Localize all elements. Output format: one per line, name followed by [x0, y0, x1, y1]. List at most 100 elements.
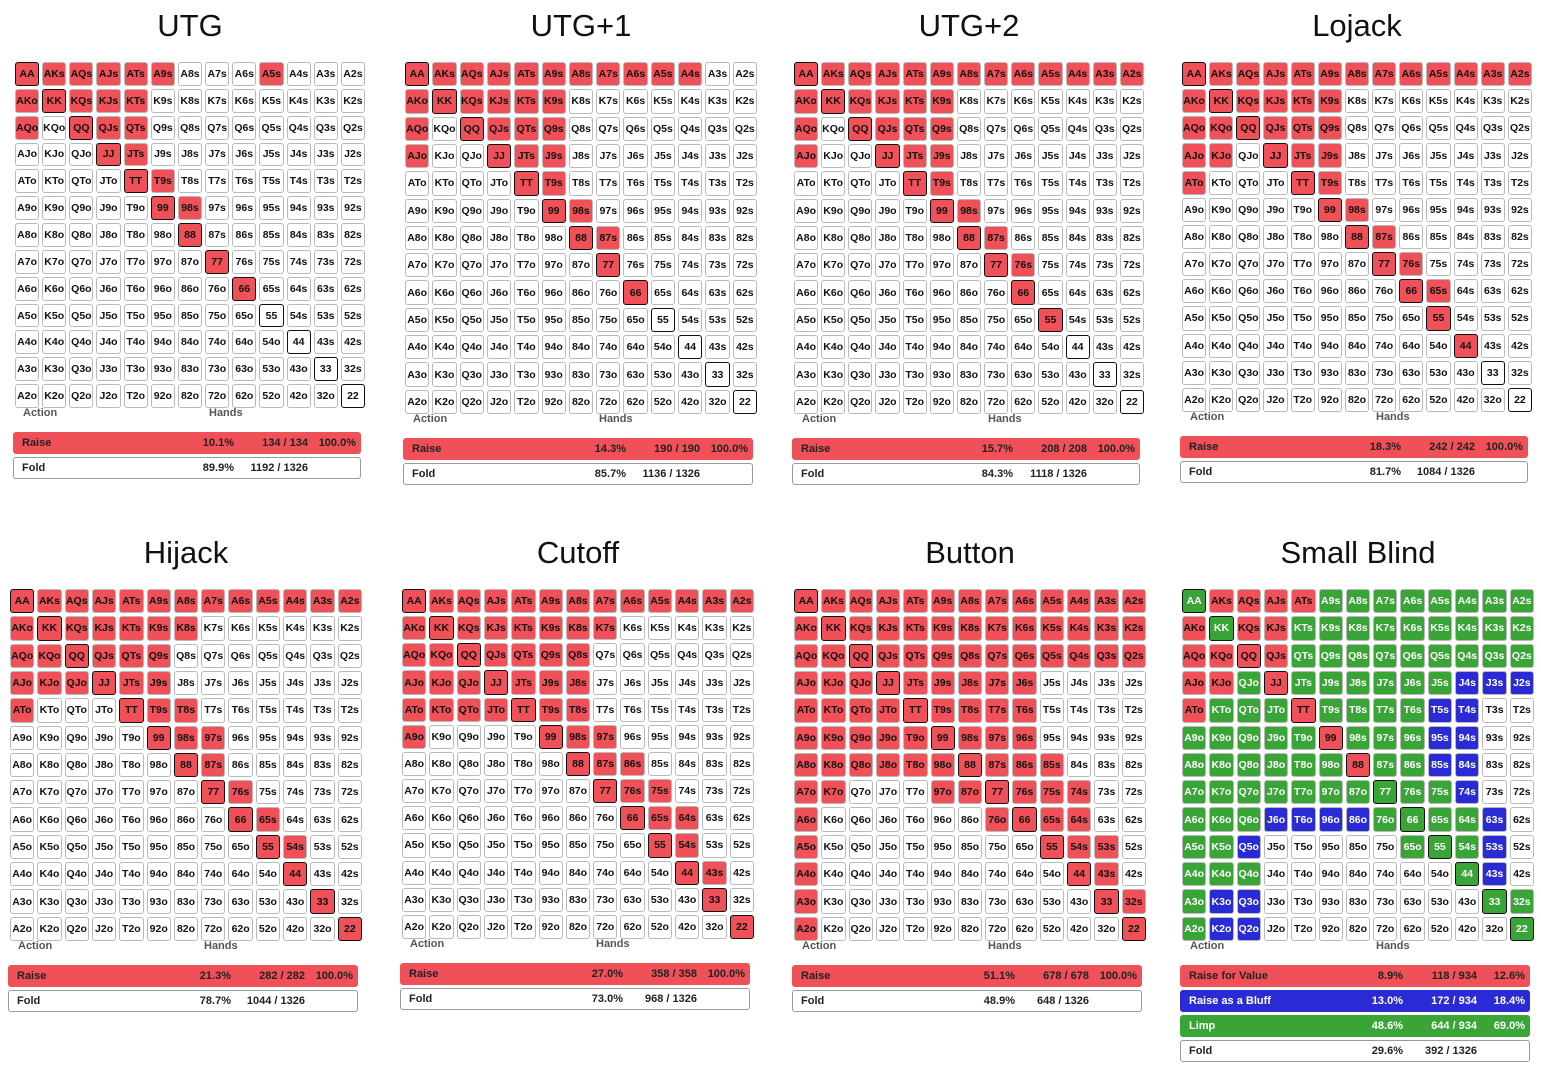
hand-cell[interactable]: 54s — [286, 303, 311, 328]
hand-cell[interactable]: Q2o — [1236, 387, 1261, 412]
hand-cell[interactable]: Q8o — [1236, 224, 1261, 250]
hand-cell[interactable]: 97s — [985, 725, 1010, 750]
hand-cell[interactable]: A6o — [15, 276, 40, 301]
hand-cell[interactable]: 77 — [985, 780, 1010, 805]
hand-cell[interactable]: 62s — [732, 280, 757, 305]
hand-cell[interactable]: T7s — [596, 171, 621, 196]
hand-cell[interactable]: 84o — [956, 335, 982, 360]
hand-cell[interactable]: 88 — [565, 751, 591, 777]
hand-cell[interactable]: 43o — [1067, 889, 1092, 914]
hand-cell[interactable]: 87o — [956, 253, 982, 278]
hand-cell[interactable]: T3s — [1094, 698, 1119, 723]
hand-cell[interactable]: 92s — [732, 198, 757, 223]
hand-cell[interactable]: K8o — [1209, 224, 1234, 250]
hand-cell[interactable]: 86s — [623, 225, 648, 251]
hand-cell[interactable]: QJs — [91, 643, 117, 668]
hand-cell[interactable]: 87s — [201, 752, 226, 778]
hand-cell[interactable]: A6s — [620, 589, 645, 614]
hand-cell[interactable]: 53o — [650, 362, 676, 387]
hand-cell[interactable]: Q8o — [1236, 752, 1261, 778]
hand-cell[interactable]: 87o — [565, 779, 591, 804]
hand-cell[interactable]: 64s — [1065, 280, 1090, 305]
hand-cell[interactable]: K3o — [1209, 360, 1234, 385]
hand-cell[interactable]: J8s — [173, 670, 199, 696]
hand-cell[interactable]: 64s — [283, 807, 308, 832]
hand-cell[interactable]: 75s — [259, 249, 284, 274]
hand-cell[interactable]: 75s — [647, 779, 673, 804]
hand-cell[interactable]: T3o — [123, 357, 148, 382]
hand-cell[interactable]: 92s — [1119, 198, 1144, 223]
hand-cell[interactable]: K2s — [1119, 89, 1144, 114]
hand-cell[interactable]: 32o — [705, 389, 730, 414]
hand-cell[interactable]: JTs — [902, 143, 927, 169]
hand-cell[interactable]: KJs — [875, 89, 900, 114]
hand-cell[interactable]: Q4o — [848, 862, 873, 887]
hand-cell[interactable]: A5s — [650, 62, 676, 87]
hand-cell[interactable]: A5s — [1427, 589, 1453, 614]
hand-cell[interactable]: T7o — [514, 253, 539, 278]
hand-cell[interactable]: 94s — [675, 724, 700, 749]
hand-cell[interactable]: 63o — [623, 362, 648, 387]
hand-cell[interactable]: J4s — [286, 142, 311, 167]
hand-cell[interactable]: 82s — [732, 225, 757, 251]
hand-cell[interactable]: TT — [119, 698, 144, 723]
hand-cell[interactable]: T8s — [956, 171, 982, 196]
hand-cell[interactable]: A7o — [794, 253, 819, 278]
hand-cell[interactable]: K9o — [432, 198, 457, 223]
hand-cell[interactable]: K5o — [1209, 306, 1234, 331]
hand-cell[interactable]: 85s — [1039, 752, 1065, 778]
hand-cell[interactable]: 54s — [1453, 306, 1478, 331]
hand-cell[interactable]: T7s — [593, 697, 618, 722]
hand-cell[interactable]: Q4o — [848, 335, 873, 360]
hand-cell[interactable]: T9s — [930, 698, 955, 723]
hand-cell[interactable]: QJs — [1263, 643, 1289, 668]
hand-cell[interactable]: QJo — [1236, 670, 1261, 696]
hand-cell[interactable]: 76s — [228, 780, 253, 805]
hand-cell[interactable]: QJo — [64, 670, 89, 696]
hand-cell[interactable]: A2o — [794, 389, 819, 414]
hand-cell[interactable]: QJo — [848, 143, 873, 169]
hand-cell[interactable]: 64s — [1453, 279, 1478, 304]
hand-cell[interactable]: Q8s — [177, 115, 203, 140]
hand-cell[interactable]: 42s — [1121, 862, 1146, 887]
hand-cell[interactable]: 75o — [201, 834, 226, 860]
hand-cell[interactable]: 63o — [232, 357, 257, 382]
hand-cell[interactable]: Q9s — [150, 115, 175, 140]
hand-cell[interactable]: 64o — [1399, 333, 1424, 358]
hand-cell[interactable]: 42s — [340, 330, 365, 355]
hand-cell[interactable]: 94o — [929, 335, 954, 360]
hand-cell[interactable]: KTo — [1209, 170, 1234, 195]
hand-cell[interactable]: 83s — [310, 752, 335, 778]
hand-cell[interactable]: QJo — [1236, 143, 1261, 168]
hand-cell[interactable]: Q9s — [146, 643, 171, 668]
hand-cell[interactable]: KQo — [1209, 116, 1234, 141]
hand-cell[interactable]: 75s — [1038, 253, 1063, 278]
hand-cell[interactable]: A8s — [1345, 589, 1371, 614]
hand-cell[interactable]: 94o — [146, 862, 171, 887]
hand-cell[interactable]: Q3o — [848, 362, 873, 387]
hand-cell[interactable]: A3o — [15, 357, 40, 382]
hand-cell[interactable]: 97s — [1373, 725, 1398, 750]
hand-cell[interactable]: K2s — [337, 616, 362, 641]
hand-cell[interactable]: 86o — [1344, 279, 1370, 304]
hand-cell[interactable]: 75o — [985, 834, 1010, 860]
hand-cell[interactable]: A3s — [313, 62, 338, 86]
hand-cell[interactable]: 97s — [593, 724, 618, 749]
hand-cell[interactable]: Q4s — [1065, 116, 1090, 141]
hand-cell[interactable]: ATo — [405, 171, 430, 196]
hand-cell[interactable]: AKo — [1182, 89, 1207, 114]
hand-cell[interactable]: 75o — [984, 307, 1009, 333]
hand-cell[interactable]: Q6s — [620, 643, 645, 668]
hand-cell[interactable]: K7s — [984, 89, 1009, 114]
hand-cell[interactable]: 62s — [1507, 279, 1532, 304]
hand-cell[interactable]: KJs — [1263, 616, 1289, 641]
hand-cell[interactable]: T5o — [511, 833, 536, 858]
hand-cell[interactable]: J7o — [875, 253, 900, 278]
hand-cell[interactable]: 62o — [620, 914, 645, 939]
hand-cell[interactable]: A2o — [1182, 387, 1207, 412]
hand-cell[interactable]: AQs — [64, 589, 89, 614]
hand-cell[interactable]: 94s — [1455, 725, 1480, 750]
hand-cell[interactable]: Q2s — [337, 643, 362, 668]
hand-cell[interactable]: T9s — [1318, 698, 1343, 723]
hand-cell[interactable]: K4o — [42, 330, 67, 355]
